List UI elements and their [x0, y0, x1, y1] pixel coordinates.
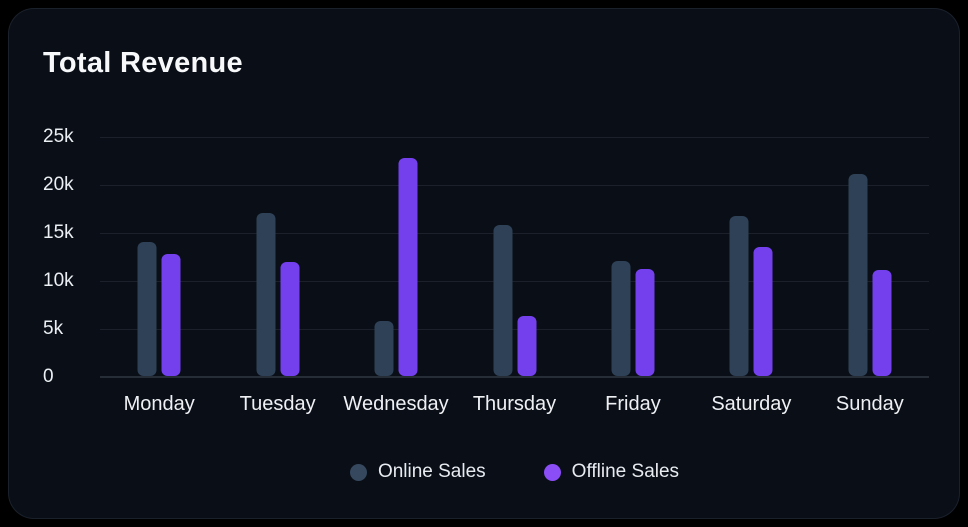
- chart-legend: Online Sales Offline Sales: [100, 461, 929, 483]
- bar-online-sales-saturday[interactable]: [729, 215, 749, 376]
- y-tick-label-25k: 25k: [43, 126, 74, 147]
- x-axis-label-friday: Friday: [605, 393, 661, 415]
- legend-item-offline-sales[interactable]: Offline Sales: [543, 461, 680, 483]
- bar-group-sunday: [848, 174, 892, 376]
- x-axis-label-thursday: Thursday: [472, 393, 557, 415]
- y-axis: 0 5k 10k 15k 20k 25k: [43, 126, 95, 387]
- revenue-card: Total Revenue 0 5k 10k 15k 20k 25k Monday Tues…: [8, 8, 960, 519]
- y-tick-label-20k: 20k: [43, 174, 74, 195]
- x-axis-line: [100, 376, 929, 378]
- bar-group-monday: [137, 241, 181, 376]
- bar-online-sales-tuesday[interactable]: [256, 212, 276, 376]
- bar-group-wednesday: [374, 158, 418, 376]
- y-tick-label-0: 0: [43, 366, 54, 387]
- bar-online-sales-wednesday[interactable]: [374, 321, 394, 376]
- bar-offline-sales-tuesday[interactable]: [280, 261, 300, 376]
- bar-offline-sales-friday[interactable]: [635, 268, 655, 376]
- y-tick-label-15k: 15k: [43, 222, 74, 243]
- bar-offline-sales-sunday[interactable]: [872, 270, 892, 376]
- x-axis-label-monday: Monday: [123, 393, 195, 415]
- y-tick-label-10k: 10k: [43, 270, 74, 291]
- bar-online-sales-friday[interactable]: [611, 260, 631, 376]
- x-axis-label-sunday: Sunday: [835, 393, 904, 415]
- bar-online-sales-thursday[interactable]: [493, 225, 512, 376]
- x-axis-label-saturday: Saturday: [711, 393, 792, 415]
- bar-group-saturday: [729, 215, 773, 376]
- legend-label-offline-sales: Offline Sales: [571, 461, 680, 482]
- gridline-10k: [100, 281, 929, 282]
- gridline-15k: [100, 233, 929, 234]
- x-axis-label-tuesday: Tuesday: [239, 393, 316, 415]
- bar-group-friday: [611, 260, 655, 376]
- bar-online-sales-monday[interactable]: [137, 241, 157, 376]
- bar-group-tuesday: [256, 212, 300, 376]
- bar-offline-sales-thursday[interactable]: [517, 315, 536, 376]
- x-axis-label-wednesday: Wednesday: [343, 393, 449, 415]
- legend-dot-online-sales: [349, 463, 367, 481]
- bar-chart-plot-area: Monday Tuesday Wednesday Thursday Friday Satu…: [100, 137, 929, 415]
- bar-group-thursday: [493, 225, 536, 376]
- legend-label-online-sales: Online Sales: [377, 461, 486, 482]
- gridline-5k: [100, 329, 929, 330]
- legend-item-online-sales[interactable]: Online Sales: [349, 461, 486, 483]
- bar-offline-sales-monday[interactable]: [161, 254, 181, 376]
- bar-online-sales-sunday[interactable]: [848, 174, 868, 376]
- gridline-20k: [100, 185, 929, 186]
- bar-offline-sales-wednesday[interactable]: [398, 158, 418, 376]
- y-tick-label-5k: 5k: [43, 318, 64, 339]
- legend-dot-offline-sales: [543, 463, 561, 481]
- bar-offline-sales-saturday[interactable]: [753, 247, 773, 376]
- chart-title: Total Revenue: [43, 47, 243, 79]
- gridline-25k: [100, 137, 929, 138]
